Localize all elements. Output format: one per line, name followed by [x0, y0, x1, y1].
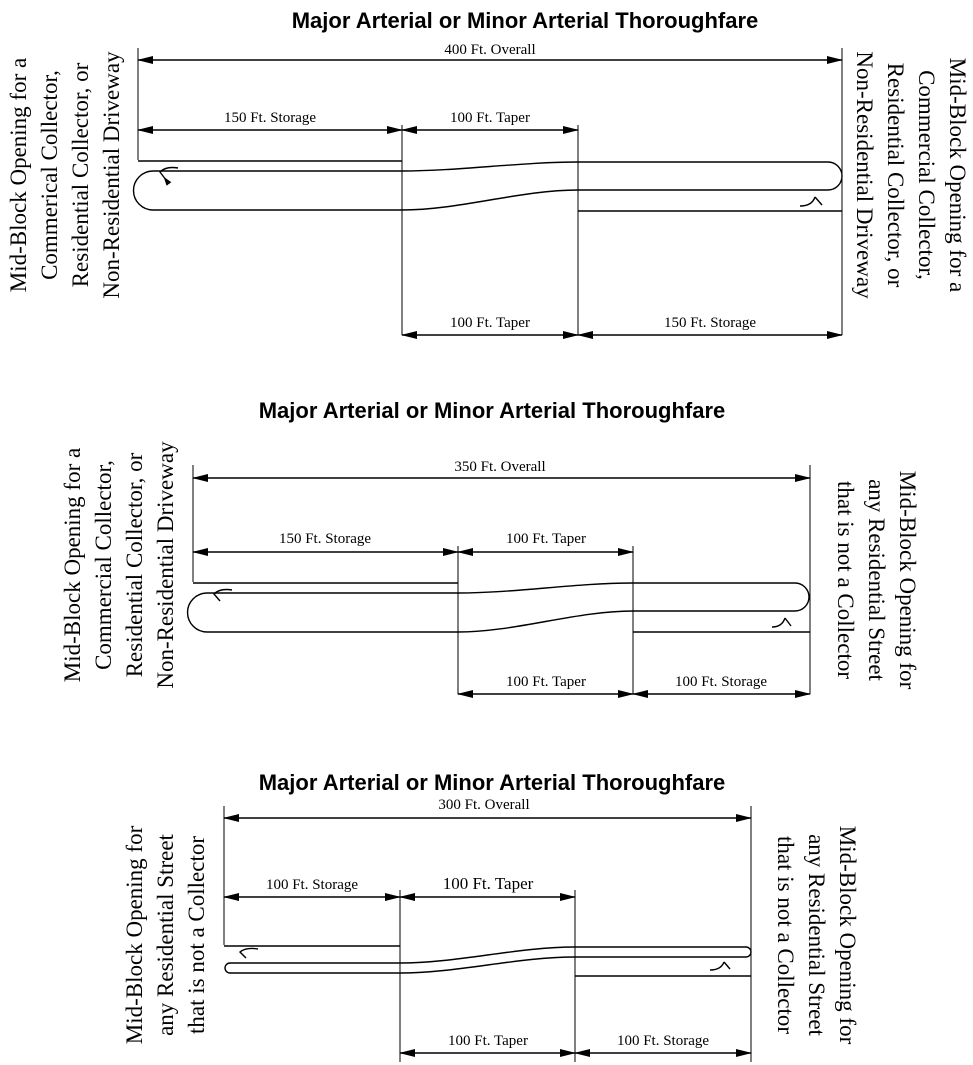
diagram-1: Major Arterial or Minor Arterial Thoroug… [6, 8, 970, 339]
diagram-3-left-label: Mid-Block Opening for any Residential St… [122, 825, 209, 1044]
diagram-3-right-label: Mid-Block Opening for any Residential St… [773, 826, 860, 1045]
diagram-1-right-line-3: Residential Collector, or [883, 63, 908, 288]
diagram-3: Major Arterial or Minor Arterial Thoroug… [122, 770, 860, 1062]
diagram-2-title: Major Arterial or Minor Arterial Thoroug… [259, 398, 726, 423]
diagram-3-top-taper-label: 100 Ft. Taper [443, 874, 534, 893]
diagram-1-median [132, 161, 843, 211]
diagram-1-overall-label: 400 Ft. Overall [444, 42, 535, 58]
diagram-1-right-line-2: Commercial Collector, [914, 70, 939, 280]
diagram-2-median [186, 582, 810, 633]
diagram-3-left-line-1: Mid-Block Opening for [122, 825, 147, 1044]
diagram-3-left-line-2: any Residential Street [153, 833, 178, 1035]
diagram-2-left-line-4: Non-Residential Driveway [153, 441, 178, 689]
diagram-3-median [224, 946, 752, 974]
diagram-1-top-taper-label: 100 Ft. Taper [450, 110, 530, 126]
diagram-1-right-label: Mid-Block Opening for a Commercial Colle… [852, 51, 970, 299]
diagram-2-top-taper-label: 100 Ft. Taper [506, 531, 586, 547]
diagram-1-turn-arrow-left-icon [159, 166, 179, 186]
diagram-2-left-label: Mid-Block Opening for a Commercial Colle… [60, 441, 178, 689]
diagram-1-bottom-storage-label: 150 Ft. Storage [664, 315, 756, 331]
diagram-1-top-storage-label: 150 Ft. Storage [224, 110, 316, 126]
diagram-2-left-line-1: Mid-Block Opening for a [60, 448, 85, 682]
diagram-3-turn-arrow-left-icon [238, 947, 259, 959]
diagram-3-right-line-3: that is not a Collector [773, 836, 798, 1034]
diagram-1-right-line-4: Non-Residential Driveway [852, 51, 877, 299]
diagram-1-left-line-3: Residential Collector, or [68, 62, 93, 287]
diagram-2-right-line-1: Mid-Block Opening for [895, 471, 920, 690]
diagram-1-left-line-2: Commerical Collector, [37, 70, 62, 280]
diagram-3-bottom-taper-label: 100 Ft. Taper [448, 1033, 528, 1049]
diagram-1-turn-arrow-right-icon [799, 196, 823, 207]
diagram-1-title: Major Arterial or Minor Arterial Thoroug… [292, 8, 759, 33]
diagram-1-right-line-1: Mid-Block Opening for a [945, 58, 970, 292]
diagram-2-right-line-3: that is not a Collector [833, 481, 858, 679]
diagram-2-right-line-2: any Residential Street [864, 479, 889, 681]
diagram-3-turn-arrow-right-icon [709, 961, 731, 971]
diagram-3-bottom-storage-label: 100 Ft. Storage [617, 1033, 709, 1049]
diagram-1-left-line-1: Mid-Block Opening for a [6, 58, 31, 292]
diagram-2: Major Arterial or Minor Arterial Thoroug… [60, 398, 920, 698]
diagram-2-right-label: Mid-Block Opening for any Residential St… [833, 471, 920, 690]
diagram-2-bottom-taper-label: 100 Ft. Taper [506, 674, 586, 690]
diagram-1-left-label: Mid-Block Opening for a Commerical Colle… [6, 51, 124, 299]
diagram-2-bottom-storage-label: 100 Ft. Storage [675, 674, 767, 690]
diagram-1-left-line-4: Non-Residential Driveway [99, 51, 124, 299]
diagram-3-overall-label: 300 Ft. Overall [438, 797, 529, 813]
diagram-2-top-storage-label: 150 Ft. Storage [279, 531, 371, 547]
diagram-2-left-line-2: Commercial Collector, [91, 460, 116, 670]
diagram-3-right-line-2: any Residential Street [804, 834, 829, 1036]
diagram-2-overall-label: 350 Ft. Overall [454, 459, 545, 475]
diagram-3-left-line-3: that is not a Collector [184, 836, 209, 1034]
diagram-2-turn-arrow-right-icon [771, 617, 792, 628]
diagram-3-top-storage-label: 100 Ft. Storage [266, 877, 358, 893]
diagram-2-left-line-3: Residential Collector, or [122, 452, 147, 677]
diagram-3-right-line-1: Mid-Block Opening for [835, 826, 860, 1045]
diagram-1-bottom-taper-label: 100 Ft. Taper [450, 315, 530, 331]
diagram-2-turn-arrow-left-icon [213, 588, 233, 602]
diagram-3-title: Major Arterial or Minor Arterial Thoroug… [259, 770, 726, 795]
